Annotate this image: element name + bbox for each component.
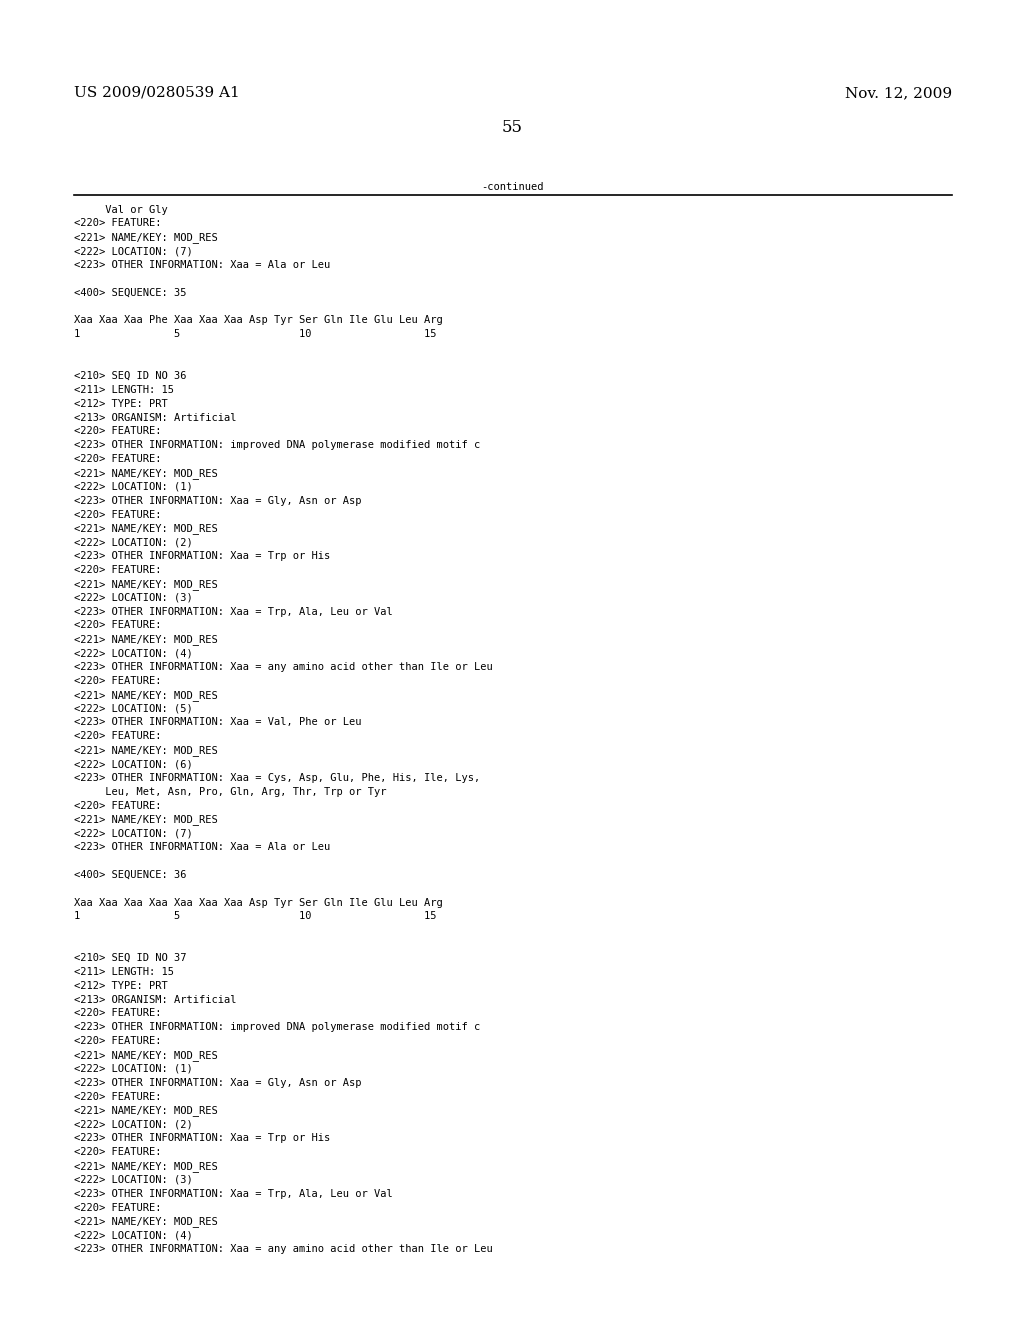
Text: <221> NAME/KEY: MOD_RES: <221> NAME/KEY: MOD_RES	[74, 1162, 217, 1172]
Text: <223> OTHER INFORMATION: Xaa = Trp, Ala, Leu or Val: <223> OTHER INFORMATION: Xaa = Trp, Ala,…	[74, 1189, 392, 1199]
Text: <220> FEATURE:: <220> FEATURE:	[74, 731, 161, 742]
Text: Nov. 12, 2009: Nov. 12, 2009	[845, 86, 952, 100]
Text: <220> FEATURE:: <220> FEATURE:	[74, 510, 161, 520]
Text: <210> SEQ ID NO 37: <210> SEQ ID NO 37	[74, 953, 186, 964]
Text: <223> OTHER INFORMATION: Xaa = Ala or Leu: <223> OTHER INFORMATION: Xaa = Ala or Le…	[74, 842, 330, 853]
Text: <220> FEATURE:: <220> FEATURE:	[74, 1092, 161, 1102]
Text: <210> SEQ ID NO 36: <210> SEQ ID NO 36	[74, 371, 186, 381]
Text: <223> OTHER INFORMATION: Xaa = Trp, Ala, Leu or Val: <223> OTHER INFORMATION: Xaa = Trp, Ala,…	[74, 607, 392, 616]
Text: <222> LOCATION: (1): <222> LOCATION: (1)	[74, 1064, 193, 1074]
Text: 55: 55	[502, 119, 522, 136]
Text: <222> LOCATION: (2): <222> LOCATION: (2)	[74, 1119, 193, 1130]
Text: <223> OTHER INFORMATION: Xaa = any amino acid other than Ile or Leu: <223> OTHER INFORMATION: Xaa = any amino…	[74, 663, 493, 672]
Text: Xaa Xaa Xaa Xaa Xaa Xaa Xaa Asp Tyr Ser Gln Ile Glu Leu Arg: Xaa Xaa Xaa Xaa Xaa Xaa Xaa Asp Tyr Ser …	[74, 898, 442, 908]
Text: <223> OTHER INFORMATION: Xaa = Gly, Asn or Asp: <223> OTHER INFORMATION: Xaa = Gly, Asn …	[74, 1078, 361, 1088]
Text: <221> NAME/KEY: MOD_RES: <221> NAME/KEY: MOD_RES	[74, 690, 217, 701]
Text: <221> NAME/KEY: MOD_RES: <221> NAME/KEY: MOD_RES	[74, 1217, 217, 1228]
Text: <222> LOCATION: (4): <222> LOCATION: (4)	[74, 1230, 193, 1241]
Text: US 2009/0280539 A1: US 2009/0280539 A1	[74, 86, 240, 100]
Text: -continued: -continued	[480, 182, 544, 193]
Text: <223> OTHER INFORMATION: Xaa = Trp or His: <223> OTHER INFORMATION: Xaa = Trp or Hi…	[74, 552, 330, 561]
Text: 1               5                   10                  15: 1 5 10 15	[74, 912, 436, 921]
Text: <220> FEATURE:: <220> FEATURE:	[74, 454, 161, 465]
Text: <221> NAME/KEY: MOD_RES: <221> NAME/KEY: MOD_RES	[74, 814, 217, 825]
Text: <220> FEATURE:: <220> FEATURE:	[74, 565, 161, 576]
Text: <223> OTHER INFORMATION: improved DNA polymerase modified motif c: <223> OTHER INFORMATION: improved DNA po…	[74, 1023, 480, 1032]
Text: <221> NAME/KEY: MOD_RES: <221> NAME/KEY: MOD_RES	[74, 1051, 217, 1061]
Text: <400> SEQUENCE: 35: <400> SEQUENCE: 35	[74, 288, 186, 298]
Text: <221> NAME/KEY: MOD_RES: <221> NAME/KEY: MOD_RES	[74, 232, 217, 243]
Text: <220> FEATURE:: <220> FEATURE:	[74, 1203, 161, 1213]
Text: <223> OTHER INFORMATION: Xaa = Ala or Leu: <223> OTHER INFORMATION: Xaa = Ala or Le…	[74, 260, 330, 271]
Text: <222> LOCATION: (7): <222> LOCATION: (7)	[74, 246, 193, 256]
Text: <222> LOCATION: (4): <222> LOCATION: (4)	[74, 648, 193, 659]
Text: <223> OTHER INFORMATION: improved DNA polymerase modified motif c: <223> OTHER INFORMATION: improved DNA po…	[74, 441, 480, 450]
Text: Leu, Met, Asn, Pro, Gln, Arg, Thr, Trp or Tyr: Leu, Met, Asn, Pro, Gln, Arg, Thr, Trp o…	[74, 787, 386, 797]
Text: <221> NAME/KEY: MOD_RES: <221> NAME/KEY: MOD_RES	[74, 524, 217, 535]
Text: <223> OTHER INFORMATION: Xaa = Val, Phe or Leu: <223> OTHER INFORMATION: Xaa = Val, Phe …	[74, 718, 361, 727]
Text: <220> FEATURE:: <220> FEATURE:	[74, 426, 161, 437]
Text: <220> FEATURE:: <220> FEATURE:	[74, 1008, 161, 1019]
Text: <221> NAME/KEY: MOD_RES: <221> NAME/KEY: MOD_RES	[74, 1106, 217, 1117]
Text: <222> LOCATION: (3): <222> LOCATION: (3)	[74, 1175, 193, 1185]
Text: <223> OTHER INFORMATION: Xaa = Gly, Asn or Asp: <223> OTHER INFORMATION: Xaa = Gly, Asn …	[74, 496, 361, 506]
Text: <221> NAME/KEY: MOD_RES: <221> NAME/KEY: MOD_RES	[74, 635, 217, 645]
Text: <211> LENGTH: 15: <211> LENGTH: 15	[74, 968, 174, 977]
Text: <212> TYPE: PRT: <212> TYPE: PRT	[74, 981, 168, 991]
Text: <221> NAME/KEY: MOD_RES: <221> NAME/KEY: MOD_RES	[74, 469, 217, 479]
Text: <222> LOCATION: (5): <222> LOCATION: (5)	[74, 704, 193, 714]
Text: <212> TYPE: PRT: <212> TYPE: PRT	[74, 399, 168, 409]
Text: <222> LOCATION: (2): <222> LOCATION: (2)	[74, 537, 193, 548]
Text: <222> LOCATION: (7): <222> LOCATION: (7)	[74, 829, 193, 838]
Text: Val or Gly: Val or Gly	[74, 205, 168, 215]
Text: <213> ORGANISM: Artificial: <213> ORGANISM: Artificial	[74, 413, 237, 422]
Text: Xaa Xaa Xaa Phe Xaa Xaa Xaa Asp Tyr Ser Gln Ile Glu Leu Arg: Xaa Xaa Xaa Phe Xaa Xaa Xaa Asp Tyr Ser …	[74, 315, 442, 326]
Text: 1               5                   10                  15: 1 5 10 15	[74, 330, 436, 339]
Text: <211> LENGTH: 15: <211> LENGTH: 15	[74, 385, 174, 395]
Text: <223> OTHER INFORMATION: Xaa = Trp or His: <223> OTHER INFORMATION: Xaa = Trp or Hi…	[74, 1134, 330, 1143]
Text: <222> LOCATION: (3): <222> LOCATION: (3)	[74, 593, 193, 603]
Text: <223> OTHER INFORMATION: Xaa = Cys, Asp, Glu, Phe, His, Ile, Lys,: <223> OTHER INFORMATION: Xaa = Cys, Asp,…	[74, 774, 480, 783]
Text: <220> FEATURE:: <220> FEATURE:	[74, 1147, 161, 1158]
Text: <220> FEATURE:: <220> FEATURE:	[74, 218, 161, 228]
Text: <213> ORGANISM: Artificial: <213> ORGANISM: Artificial	[74, 995, 237, 1005]
Text: <222> LOCATION: (1): <222> LOCATION: (1)	[74, 482, 193, 492]
Text: <400> SEQUENCE: 36: <400> SEQUENCE: 36	[74, 870, 186, 880]
Text: <223> OTHER INFORMATION: Xaa = any amino acid other than Ile or Leu: <223> OTHER INFORMATION: Xaa = any amino…	[74, 1245, 493, 1254]
Text: <220> FEATURE:: <220> FEATURE:	[74, 676, 161, 686]
Text: <220> FEATURE:: <220> FEATURE:	[74, 800, 161, 810]
Text: <220> FEATURE:: <220> FEATURE:	[74, 1036, 161, 1047]
Text: <221> NAME/KEY: MOD_RES: <221> NAME/KEY: MOD_RES	[74, 579, 217, 590]
Text: <222> LOCATION: (6): <222> LOCATION: (6)	[74, 759, 193, 770]
Text: <220> FEATURE:: <220> FEATURE:	[74, 620, 161, 631]
Text: <221> NAME/KEY: MOD_RES: <221> NAME/KEY: MOD_RES	[74, 746, 217, 756]
